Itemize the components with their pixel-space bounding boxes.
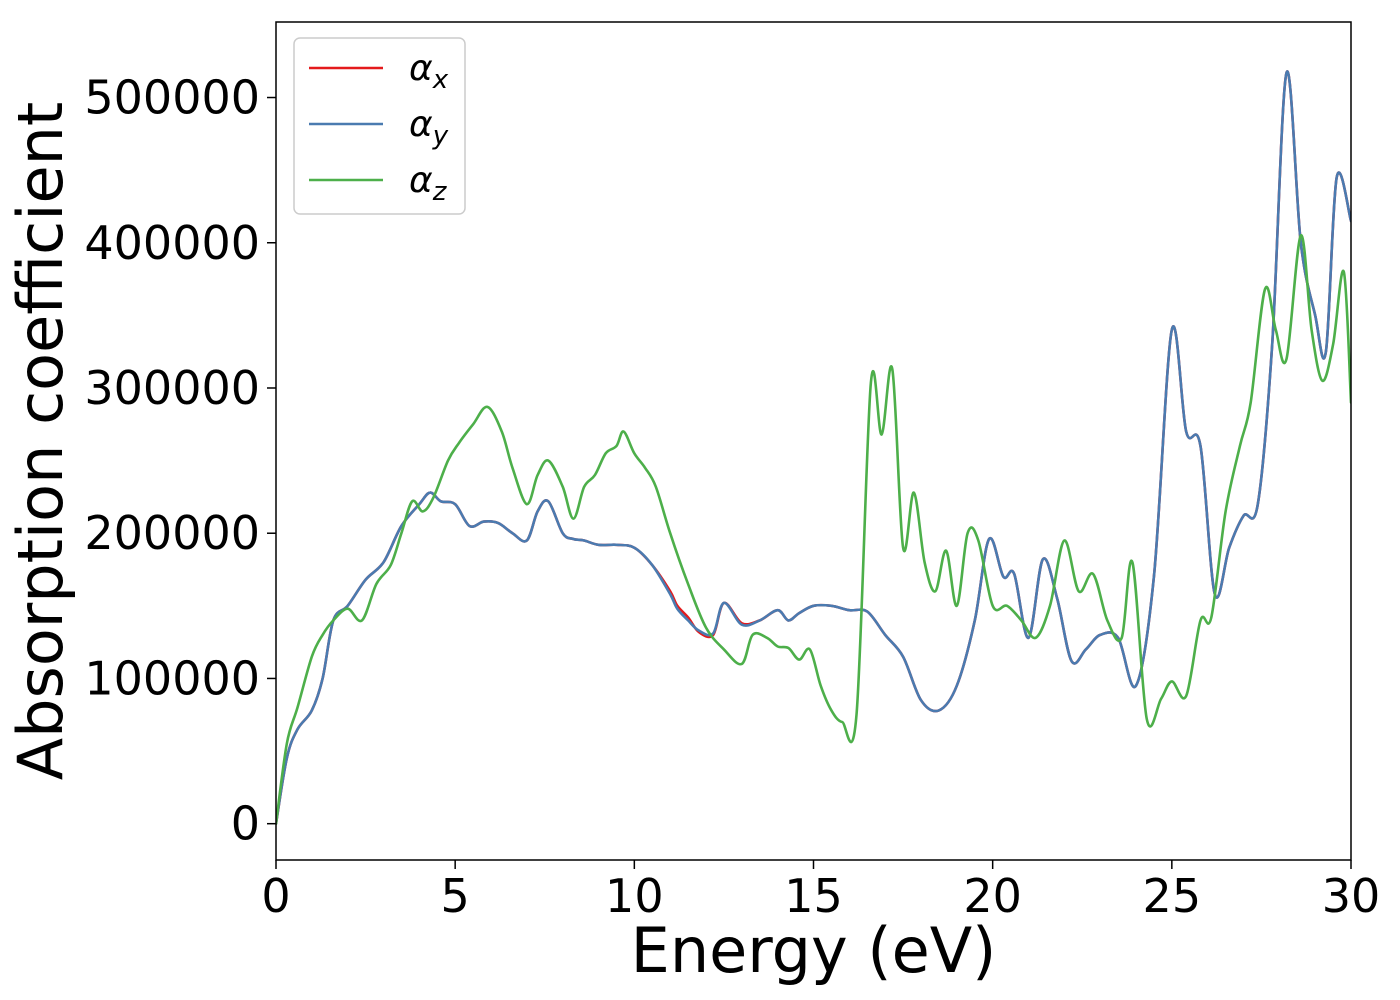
y-tick-label: 100000	[84, 651, 260, 705]
legend-label-x: αx	[409, 48, 449, 95]
y-tick-label: 400000	[84, 216, 260, 270]
legend-symbol: α	[409, 160, 433, 201]
x-axis-title: Energy (eV)	[631, 914, 997, 987]
y-tick-label: 0	[231, 797, 260, 851]
y-tick-label: 500000	[84, 71, 260, 125]
y-axis-title: Absorption coefficient	[4, 102, 77, 781]
x-tick-label: 20	[963, 869, 1022, 923]
x-tick-label: 30	[1322, 869, 1381, 923]
x-tick-label: 5	[441, 869, 470, 923]
legend-label-y: αy	[409, 104, 449, 151]
legend-label-z: αz	[409, 160, 448, 207]
ticks-layer: 0 5 10 15 20 25 30 0 100000 200000 300000 400000 500…	[84, 71, 1380, 923]
y-tick-label: 200000	[84, 506, 260, 560]
y-tick-label: 300000	[84, 361, 260, 415]
series-line-z	[276, 234, 1351, 825]
x-tick-label: 15	[784, 869, 843, 923]
legend-subscript: y	[432, 121, 449, 151]
legend-symbol: α	[409, 104, 433, 145]
legend-subscript: z	[432, 177, 448, 207]
legend-box	[293, 37, 466, 215]
x-tick-label: 25	[1143, 869, 1202, 923]
series-layer	[276, 70, 1351, 825]
x-tick-label: 0	[261, 869, 290, 923]
legend-subscript: x	[432, 65, 449, 95]
legend-symbol: α	[409, 48, 433, 89]
x-tick-label: 10	[605, 869, 664, 923]
